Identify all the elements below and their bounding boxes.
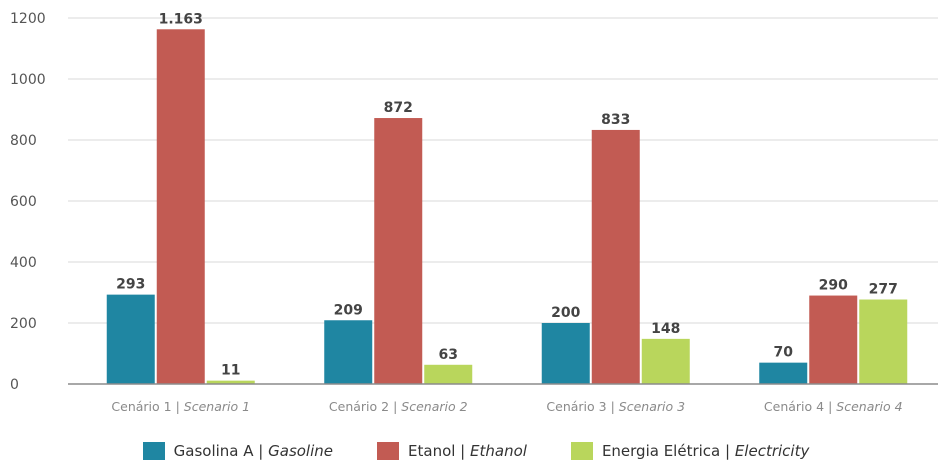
data-label: 209: [334, 302, 363, 318]
y-tick-label: 400: [10, 255, 37, 271]
bars: [106, 29, 908, 384]
legend-swatch: [377, 442, 400, 460]
legend-label: Gasolina A | Gasoline: [173, 442, 334, 460]
y-axis-ticks: 0 200 400 600 800 1000 1200: [10, 11, 46, 393]
bar: [809, 295, 858, 384]
data-label: 63: [439, 347, 458, 363]
x-category-label: Cenário 4 | Scenario 4: [764, 399, 903, 414]
x-category-label: Cenário 3 | Scenario 3: [546, 399, 685, 414]
legend-item: Energia Elétrica | Electricity: [570, 442, 810, 460]
data-label: 70: [774, 345, 794, 361]
legend-swatch: [142, 442, 165, 460]
bar: [759, 362, 808, 384]
bar: [541, 323, 590, 384]
bar: [156, 29, 205, 384]
data-label: 872: [384, 100, 413, 116]
legend-swatch: [570, 442, 593, 460]
y-tick-label: 200: [10, 316, 37, 332]
x-category-label: Cenário 2 | Scenario 2: [329, 399, 468, 414]
bar-chart: 0 200 400 600 800 1000 1200 293 1.163 11 209 872 63…: [10, 11, 938, 414]
y-tick-label: 1000: [10, 72, 46, 88]
bar: [424, 364, 473, 384]
gridlines: [68, 17, 938, 324]
bar: [591, 129, 640, 384]
data-label: 1.163: [159, 11, 203, 27]
data-label: 833: [601, 112, 630, 128]
y-tick-label: 1200: [10, 11, 46, 27]
y-tick-label: 600: [10, 194, 37, 210]
x-category-label: Cenário 1 | Scenario 1: [111, 399, 250, 414]
data-label: 148: [651, 321, 680, 337]
data-label: 200: [551, 305, 580, 321]
data-labels: 293 1.163 11 209 872 63 200 833 148 70 290 277: [116, 11, 898, 378]
legend-item: Etanol | Ethanol: [377, 442, 527, 460]
legend: Gasolina A | Gasoline Etanol | Ethanol Ene…: [0, 440, 952, 462]
data-label: 11: [221, 363, 240, 379]
bar: [324, 320, 373, 384]
data-label: 290: [819, 278, 848, 294]
legend-label: Etanol | Ethanol: [408, 442, 527, 460]
legend-label: Energia Elétrica | Electricity: [601, 442, 810, 460]
x-axis-labels: Cenário 1 | Scenario 1 Cenário 2 | Scenar…: [111, 399, 902, 414]
y-tick-label: 800: [10, 133, 37, 149]
bar: [206, 380, 255, 384]
legend-item: Gasolina A | Gasoline: [142, 442, 334, 460]
bar: [641, 338, 690, 384]
bar: [859, 299, 908, 384]
y-tick-label: 0: [10, 377, 19, 393]
bar: [106, 294, 155, 384]
bar: [374, 118, 423, 384]
data-label: 277: [869, 282, 898, 298]
data-label: 293: [116, 277, 145, 293]
